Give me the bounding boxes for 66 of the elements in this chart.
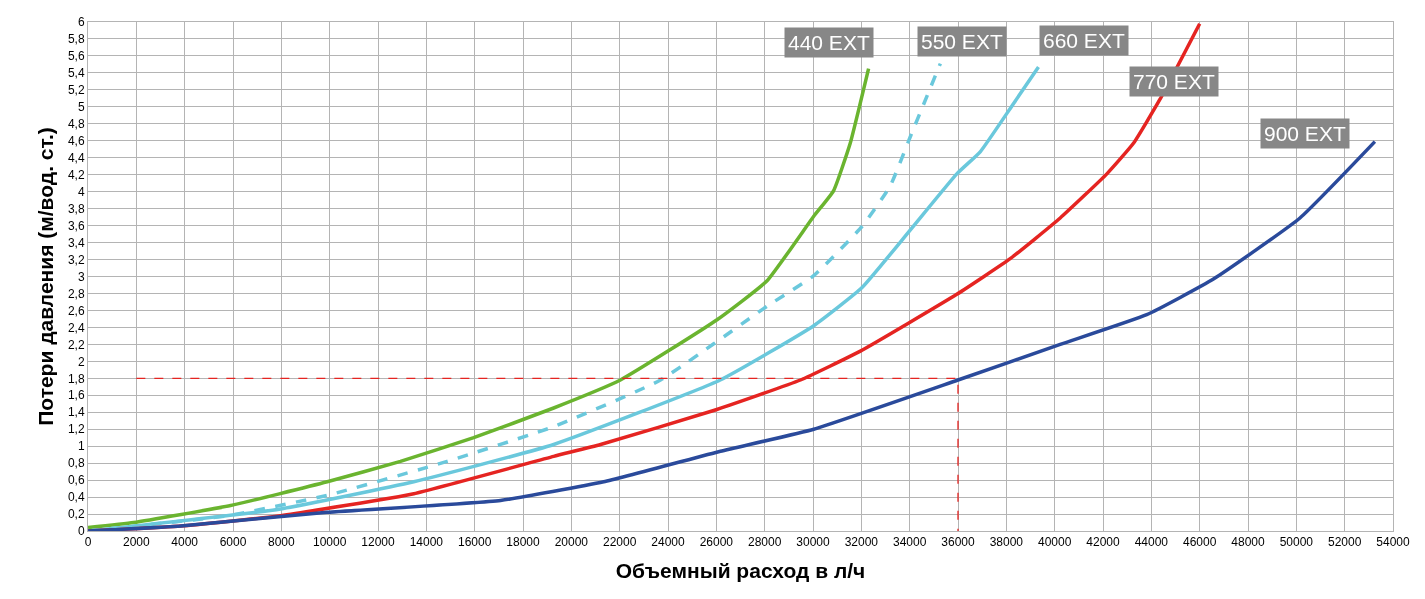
x-tick-label: 48000 (1231, 535, 1266, 550)
x-tick-label: 44000 (1134, 535, 1169, 550)
x-tick-label: 2000 (122, 535, 150, 550)
x-axis-title: Объемный расход в л/ч (615, 558, 866, 582)
y-tick-label: 4 (77, 184, 85, 199)
y-tick-label: 1,8 (67, 371, 85, 386)
series-label: 550 EXT (921, 30, 1003, 53)
series-label: 440 EXT (788, 31, 870, 54)
y-tick-label: 1,4 (67, 405, 85, 420)
y-tick-label: 5,8 (67, 32, 85, 47)
series-label: 660 EXT (1043, 29, 1125, 52)
y-tick-label: 3,4 (67, 235, 85, 250)
series-label: 900 EXT (1264, 122, 1346, 145)
y-tick-label: 0 (77, 524, 85, 539)
y-tick-label: 2,4 (67, 320, 85, 335)
x-tick-label: 22000 (602, 535, 637, 550)
x-tick-label: 14000 (409, 535, 444, 550)
x-tick-label: 38000 (989, 535, 1024, 550)
x-tick-label: 4000 (171, 535, 199, 550)
y-tick-label: 0,6 (67, 473, 85, 488)
x-tick-label: 46000 (1182, 535, 1217, 550)
x-tick-label: 12000 (361, 535, 396, 550)
y-tick-label: 1 (77, 439, 85, 454)
y-tick-label: 4,6 (67, 133, 85, 148)
y-tick-label: 3 (77, 269, 85, 284)
y-tick-label: 2 (77, 354, 85, 369)
x-tick-label: 6000 (219, 535, 247, 550)
y-tick-label: 4,4 (67, 150, 85, 165)
y-tick-label: 5,4 (67, 66, 85, 81)
x-tick-label: 50000 (1279, 535, 1314, 550)
y-tick-label: 4,2 (67, 167, 85, 182)
y-tick-label: 1,6 (67, 388, 85, 403)
y-tick-label: 3,2 (67, 252, 85, 267)
x-tick-label: 34000 (892, 535, 927, 550)
y-tick-label: 0,8 (67, 456, 85, 471)
y-tick-label: 1,2 (67, 422, 85, 437)
x-tick-label: 18000 (506, 535, 541, 550)
x-tick-label: 20000 (554, 535, 589, 550)
x-tick-label: 40000 (1037, 535, 1072, 550)
x-tick-label: 26000 (699, 535, 734, 550)
x-tick-label: 8000 (267, 535, 295, 550)
series-label: 770 EXT (1133, 70, 1215, 93)
x-tick-label: 52000 (1327, 535, 1362, 550)
y-tick-label: 0,2 (67, 507, 85, 522)
y-tick-label: 2,2 (67, 337, 85, 352)
line-series (88, 139, 1377, 531)
y-tick-label: 2,6 (67, 303, 85, 318)
y-tick-label: 3,6 (67, 218, 85, 233)
x-tick-label: 42000 (1086, 535, 1121, 550)
y-tick-label: 3,8 (67, 201, 85, 216)
y-tick-label: 4,8 (67, 117, 85, 131)
y-tick-label: 5,6 (67, 49, 85, 64)
y-tick-label: 5 (77, 100, 85, 115)
y-tick-label: 6 (77, 15, 85, 30)
x-tick-label: 28000 (747, 535, 782, 550)
y-tick-label: 2,8 (67, 286, 85, 301)
x-tick-label: 16000 (457, 535, 492, 550)
y-tick-label: 5,2 (67, 83, 85, 98)
y-axis-title: Потери давления (м/вод. ст.) (34, 127, 58, 426)
x-tick-label: 36000 (941, 535, 976, 550)
x-tick-label: 32000 (844, 535, 879, 550)
x-tick-label: 30000 (796, 535, 831, 550)
x-tick-label: 24000 (651, 535, 686, 550)
y-tick-label: 0,4 (67, 490, 85, 505)
x-tick-label: 54000 (1376, 535, 1411, 550)
x-tick-label: 10000 (312, 535, 347, 550)
